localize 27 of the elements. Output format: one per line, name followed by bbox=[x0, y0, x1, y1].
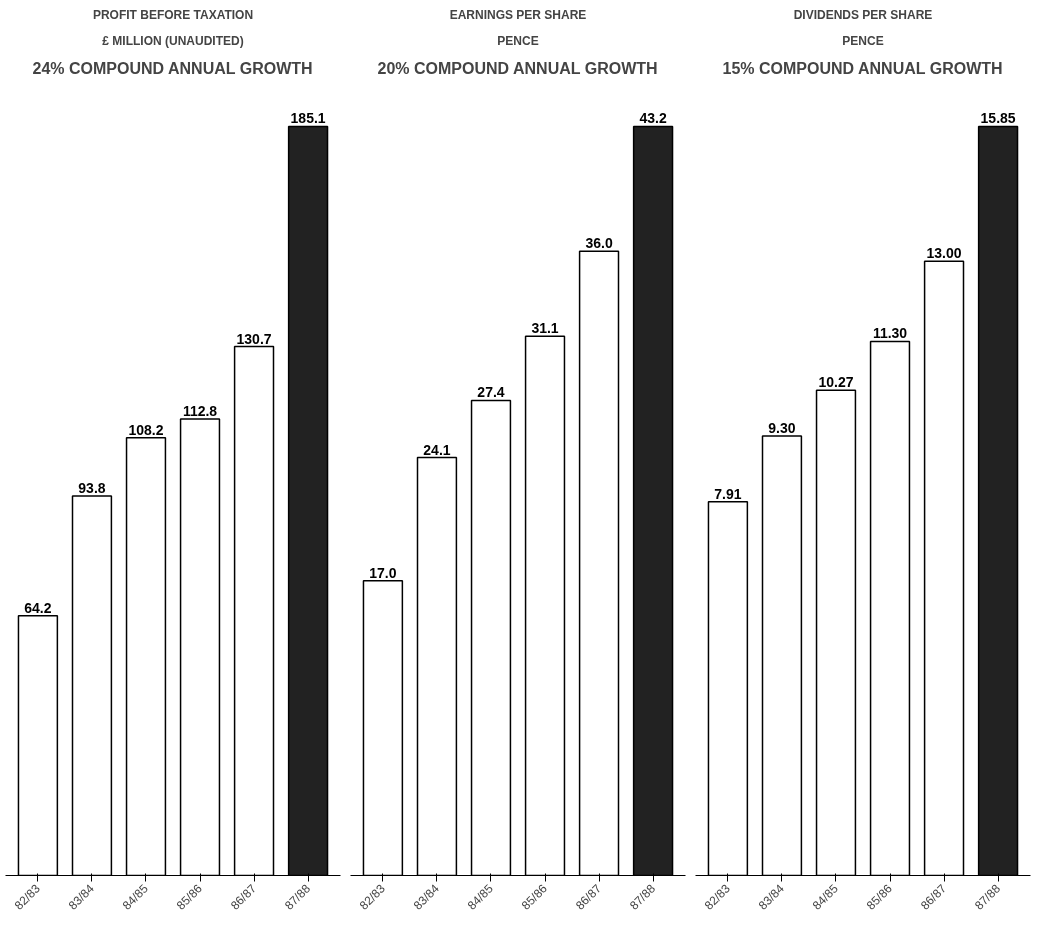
data-label: 93.8 bbox=[78, 479, 106, 496]
chart-title: DIVIDENDS PER SHARE bbox=[793, 7, 933, 22]
data-label: 15.85 bbox=[980, 110, 1016, 127]
data-label: 10.27 bbox=[818, 374, 854, 391]
data-label: 24.1 bbox=[423, 441, 451, 458]
data-label: 27.4 bbox=[477, 384, 505, 401]
text: 20% COMPOUND ANNUAL GROWTH bbox=[377, 59, 658, 77]
data-label: 17.0 bbox=[369, 564, 397, 581]
data-label: 13.00 bbox=[926, 245, 962, 262]
chart-subtitle: £ MILLION (UNAUDITED) bbox=[102, 33, 244, 48]
data-label: 36.0 bbox=[585, 235, 613, 252]
chart-subtitle: PENCE bbox=[842, 33, 884, 48]
data-label: 64.2 bbox=[24, 599, 52, 616]
data-label: 11.30 bbox=[872, 325, 908, 342]
data-label: 108.2 bbox=[128, 421, 164, 438]
data-label: 31.1 bbox=[531, 320, 559, 337]
data-label: 130.7 bbox=[236, 330, 272, 347]
data-label: 9.30 bbox=[768, 419, 796, 436]
chart-subtitle: PENCE bbox=[497, 33, 539, 48]
chart-title: EARNINGS PER SHARE bbox=[449, 7, 587, 22]
data-label: 7.91 bbox=[714, 485, 742, 502]
data-label: 185.1 bbox=[290, 110, 326, 127]
data-label: 112.8 bbox=[182, 403, 218, 420]
data-label: 43.2 bbox=[639, 110, 667, 127]
text: 15% COMPOUND ANNUAL GROWTH bbox=[722, 59, 1003, 77]
chart-title: PROFIT BEFORE TAXATION bbox=[92, 7, 254, 22]
text: 24% COMPOUND ANNUAL GROWTH bbox=[32, 59, 313, 77]
